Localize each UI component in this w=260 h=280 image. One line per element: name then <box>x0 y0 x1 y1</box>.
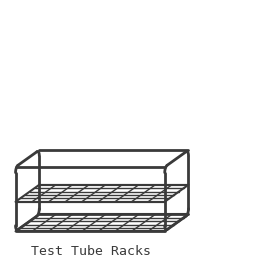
Text: Test Tube Racks: Test Tube Racks <box>31 245 151 258</box>
